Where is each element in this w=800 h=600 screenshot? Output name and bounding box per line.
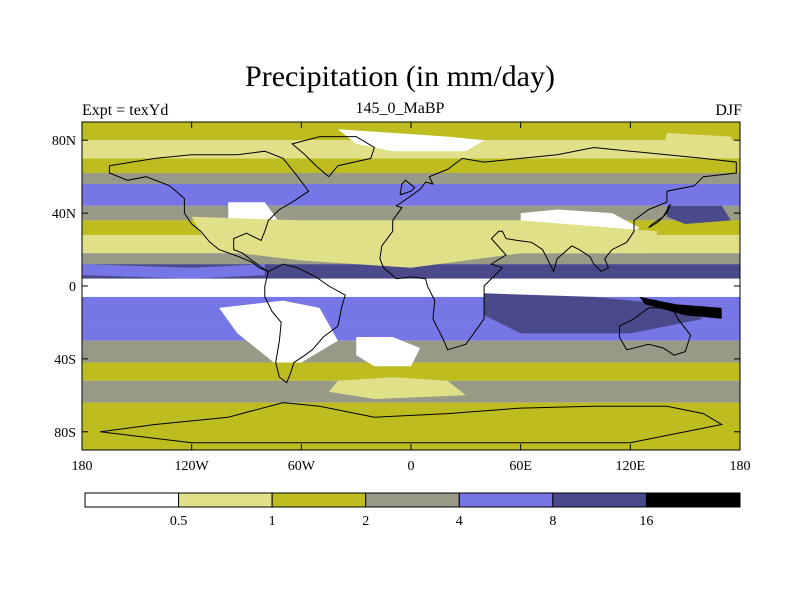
x-tick-label: 60E	[509, 459, 532, 474]
colorbar-label: 1	[269, 514, 276, 529]
precip-patch	[82, 264, 265, 279]
colorbar-swatch	[365, 492, 460, 508]
coastlines	[100, 136, 737, 444]
precip-patch	[219, 300, 338, 363]
season-label: DJF	[715, 102, 742, 119]
coastline	[379, 146, 737, 351]
precipitation-field	[82, 122, 740, 450]
map-axes: 180 120W 60W 0 60E 120E 180 80N 40N 0 40S 80S	[52, 122, 751, 474]
precip-patch	[328, 377, 466, 399]
colorbar-label: 0.5	[170, 514, 188, 529]
coastline	[399, 179, 416, 196]
x-tick-label: 180	[72, 459, 93, 474]
precip-patch	[639, 296, 722, 319]
coastline	[648, 203, 671, 229]
map-title: Precipitation (in mm/day)	[245, 60, 555, 93]
precip-patch	[356, 337, 421, 367]
precip-band	[82, 158, 740, 174]
coastline	[291, 136, 376, 178]
colorbar-label: 2	[362, 514, 369, 529]
colorbar-label: 8	[549, 514, 556, 529]
coastline	[618, 303, 692, 356]
precip-patch	[337, 129, 485, 152]
x-tick-label: 180	[730, 459, 751, 474]
y-tick-label: 80S	[54, 426, 76, 441]
precip-band	[82, 173, 740, 184]
precip-band	[82, 278, 740, 297]
precip-patch	[191, 216, 658, 268]
colorbar-label: 16	[639, 514, 653, 529]
experiment-label: Expt = texYd	[82, 102, 169, 119]
x-tick-label: 60W	[288, 459, 316, 474]
y-tick-label: 80N	[52, 134, 76, 149]
colorbar-swatch	[84, 492, 180, 508]
colorbar-label: 4	[456, 514, 463, 529]
precip-band	[82, 205, 740, 221]
colorbar: 0.5 1 2 4 8 16	[84, 492, 741, 529]
x-tick-label: 120E	[616, 459, 646, 474]
x-tick-label: 0	[408, 459, 415, 474]
precip-patch	[666, 205, 731, 224]
y-tick-label: 40N	[52, 207, 76, 222]
x-tick-label: 120W	[175, 459, 210, 474]
precip-band	[82, 402, 740, 425]
y-tick-label: 0	[69, 280, 76, 295]
precip-band	[82, 183, 740, 206]
colorbar-swatch	[645, 492, 741, 508]
colorbar-swatch	[552, 492, 647, 508]
period-label: 145_0_MaBP	[355, 100, 445, 117]
coastline	[264, 263, 346, 384]
y-tick-label: 40S	[54, 353, 76, 368]
precip-band	[82, 122, 740, 141]
colorbar-swatch	[178, 492, 273, 508]
coastline	[108, 150, 310, 272]
precip-band	[82, 362, 740, 381]
colorbar-swatch	[271, 492, 367, 508]
coastline	[100, 402, 724, 444]
colorbar-swatch	[458, 492, 554, 508]
precip-patch	[663, 132, 737, 159]
